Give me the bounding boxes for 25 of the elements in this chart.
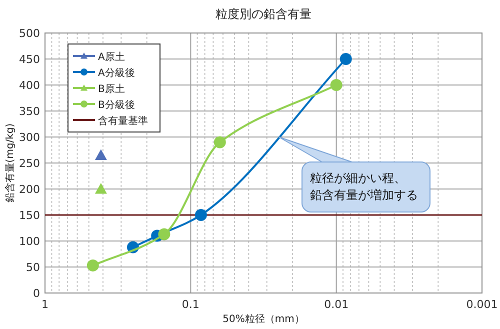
legend-label: A分級後 [98, 67, 135, 79]
x-tick-label: 0.001 [466, 298, 498, 311]
y-tick-label: 500 [19, 27, 40, 40]
annotation: 粒径が細かい程、鉛含有量が増加する [310, 171, 418, 202]
y-tick-label: 250 [19, 157, 40, 170]
legend-label: B原土 [98, 83, 125, 95]
y-axis-title: 鉛含有量(mg/kg) [4, 123, 16, 203]
x-tick-label: 0.1 [182, 298, 200, 311]
callout: 粒径が細かい程、鉛含有量が増加する [278, 136, 430, 212]
legend-label: B分級後 [98, 99, 135, 111]
y-tick-label: 0 [33, 287, 40, 300]
legend-label: 含有量基準 [98, 115, 148, 127]
y-tick-label: 300 [19, 131, 40, 144]
y-tick-label: 50 [26, 261, 40, 274]
x-tick-label: 1 [42, 298, 48, 311]
x-axis-title: 50%粒径（mm） [222, 314, 304, 325]
y-tick-label: 450 [19, 53, 40, 66]
y-tick-label: 150 [19, 209, 40, 222]
chart-title: 粒度別の鉛含有量 [216, 7, 312, 21]
y-tick-label: 350 [19, 105, 40, 118]
legend-label: A原土 [98, 51, 125, 63]
y-tick-label: 100 [19, 235, 40, 248]
y-tick-label: 400 [19, 79, 40, 92]
y-tick-label: 200 [19, 183, 40, 196]
x-tick-label: 0.01 [324, 298, 349, 311]
